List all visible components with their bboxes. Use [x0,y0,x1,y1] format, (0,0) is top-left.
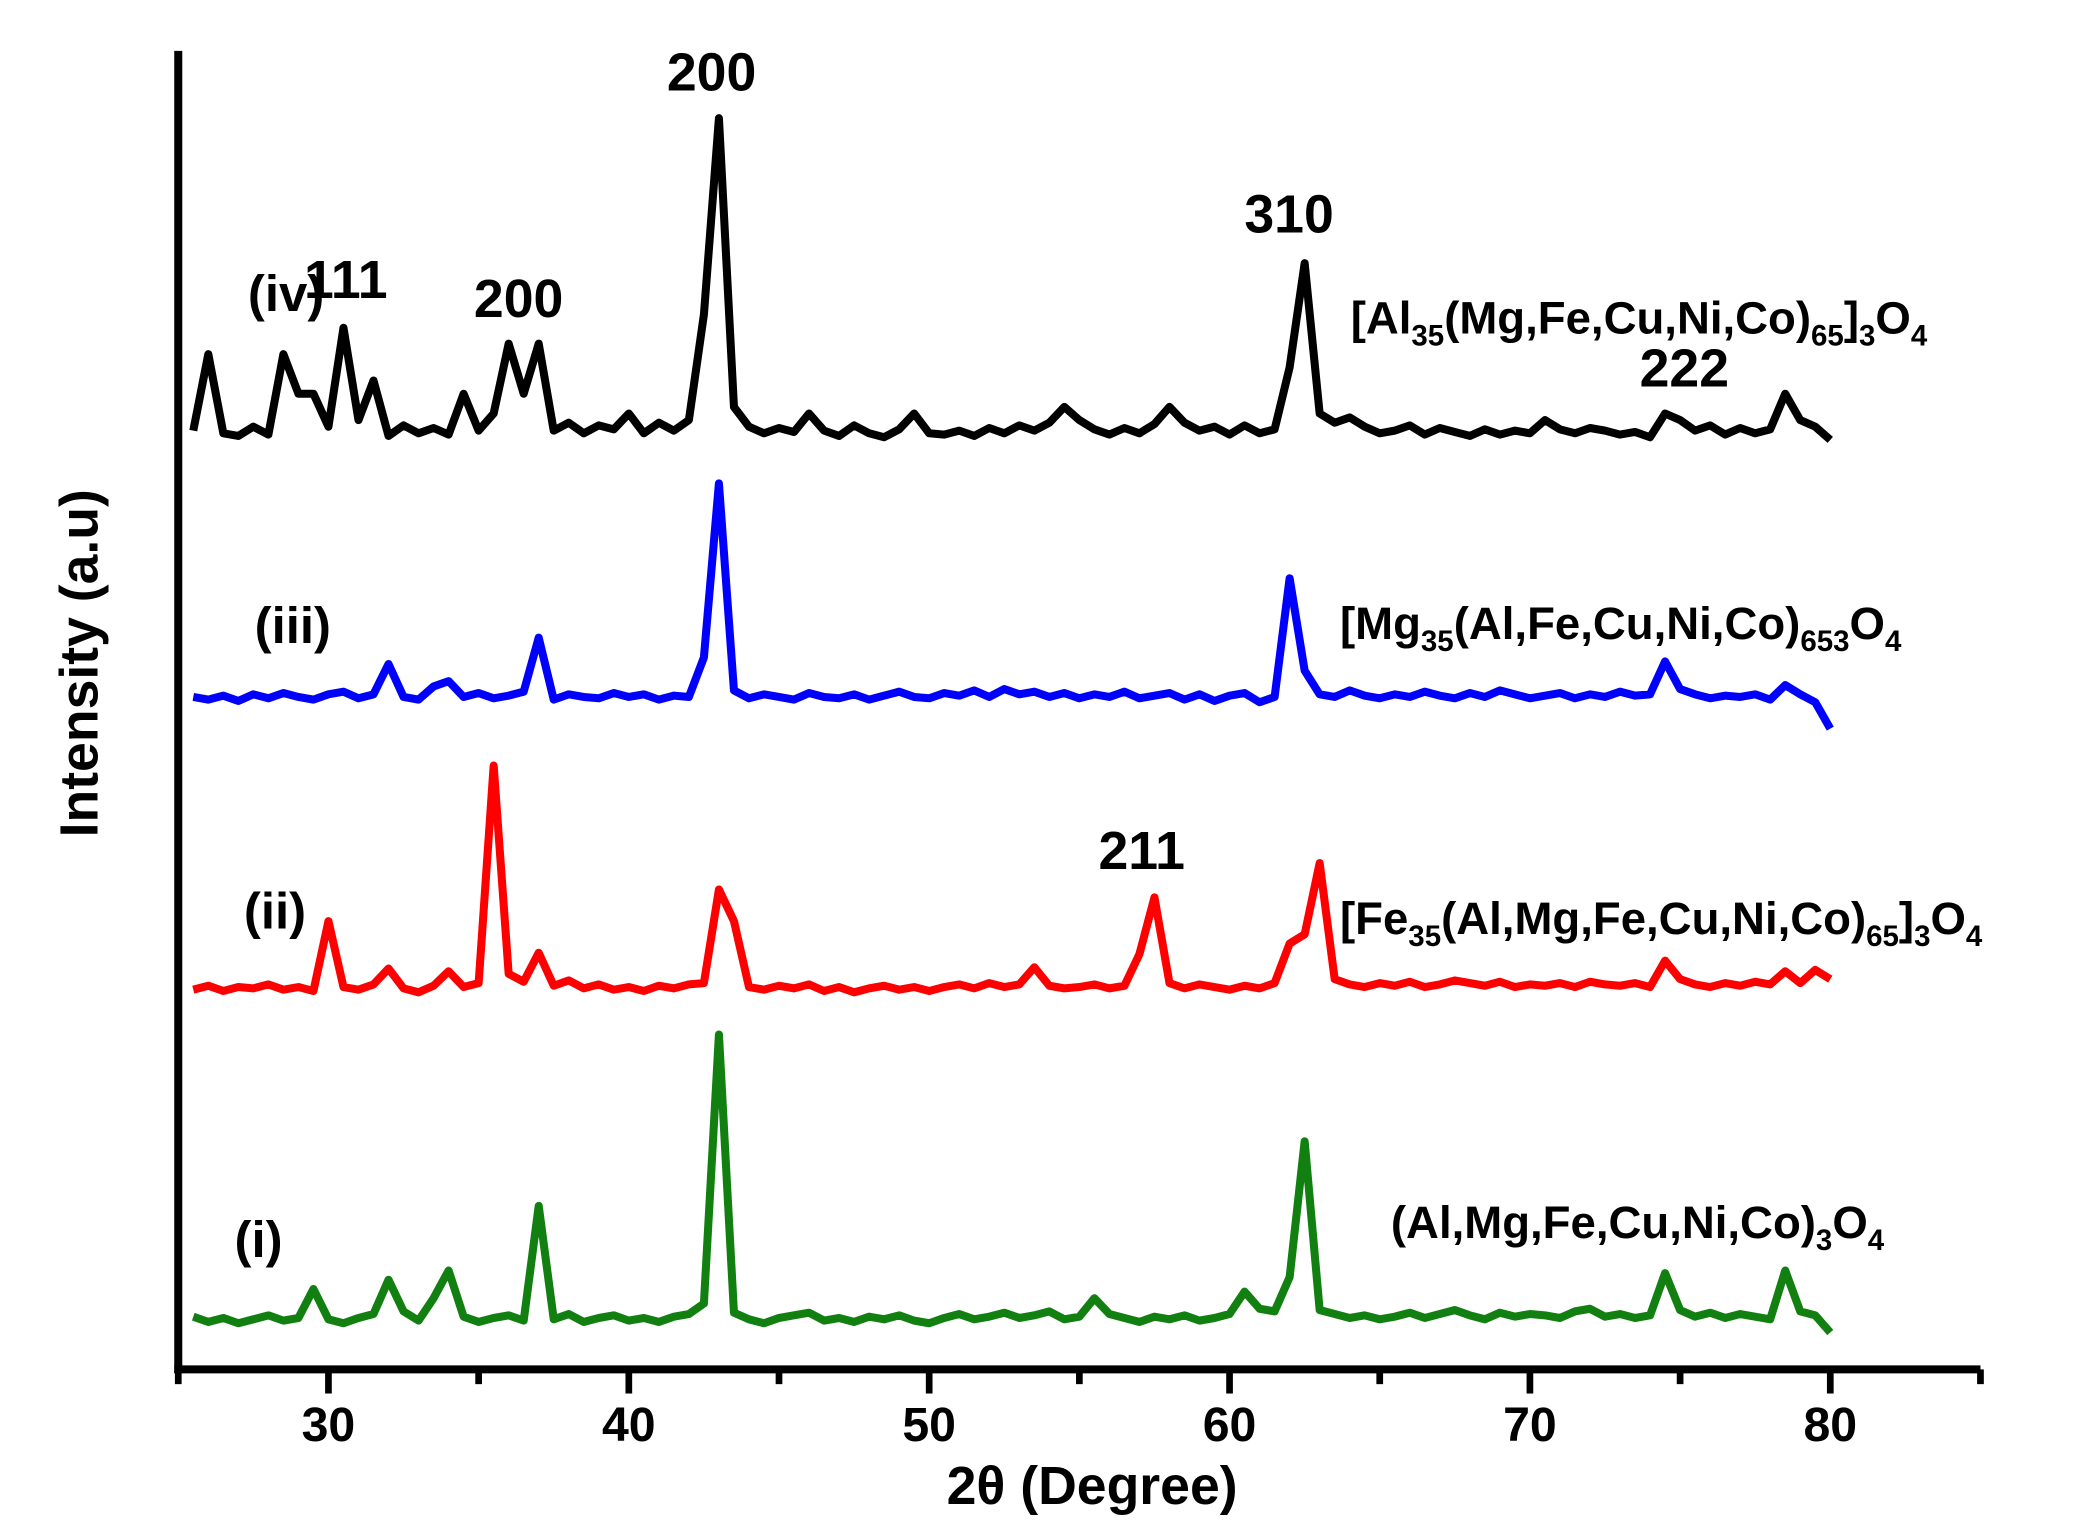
formula-subscript: 4 [1868,1224,1885,1257]
formula-text: O [1850,598,1885,649]
series-line [191,1030,1834,1336]
series-line [192,761,1833,997]
formula-text: (Al,Fe,Cu,Ni,Co) [1454,598,1801,649]
series-label: (i) [235,1211,283,1268]
x-tick-label: 70 [1503,1398,1557,1452]
formula-text: [Mg [1340,598,1421,649]
x-tick-label: 30 [302,1398,356,1452]
formula-subscript: 4 [1966,920,1983,953]
series-formula: (Al,Mg,Fe,Cu,Ni,Co)3O4 [1391,1197,1885,1257]
formula-text: (Mg,Fe,Cu,Ni,Co) [1444,293,1811,344]
series-label: (iv) [248,265,324,322]
formula-subscript: 4 [1885,625,1902,658]
formula-subscript: 35 [1408,920,1441,953]
series-label: (iii) [255,597,331,654]
series-formula: [Fe35(Al,Mg,Fe,Cu,Ni,Co)65]3O4 [1340,893,1983,953]
formula-subscript: 35 [1421,625,1454,658]
formula-text: (Al,Mg,Fe,Cu,Ni,Co) [1391,1197,1816,1248]
series-line [189,114,1833,443]
formula-subscript: 3 [1816,1224,1832,1257]
peak-annotation: 200 [474,269,563,329]
formula-subscript: 35 [1411,319,1444,352]
peak-annotation: 111 [304,250,387,310]
peak-annotation: 222 [1640,339,1729,399]
peak-annotation: 310 [1244,185,1333,245]
formula-text: ] [1844,293,1859,344]
series-formula: [Mg35(Al,Fe,Cu,Ni,Co)653O4 [1340,598,1902,658]
formula-text: ] [1899,893,1914,944]
peak-annotation: 211 [1098,821,1184,881]
x-tick-label: 40 [602,1398,656,1452]
x-tick-label: 50 [902,1398,956,1452]
formula-text: [Fe [1340,893,1408,944]
peak-annotation: 200 [667,43,756,103]
formula-text: O [1875,293,1910,344]
formula-text: O [1832,1197,1867,1248]
formula-subscript: 3 [1914,920,1930,953]
formula-text: [Al [1351,293,1412,344]
series-formula: [Al35(Mg,Fe,Cu,Ni,Co)65]3O4 [1351,293,1928,353]
x-tick-label: 80 [1803,1398,1857,1452]
series-line [192,479,1834,731]
formula-text: (Al,Mg,Fe,Cu,Ni,Co) [1441,893,1866,944]
x-tick-label: 60 [1203,1398,1257,1452]
formula-subscript: 3 [1859,319,1875,352]
formula-subscript: 4 [1911,319,1928,352]
formula-subscript: 65 [1866,920,1899,953]
formula-text: O [1930,893,1965,944]
y-axis-label: Intensity (a.u) [49,489,109,837]
formula-subscript: 653 [1800,625,1849,658]
x-axis-label: 2θ (Degree) [947,1456,1238,1516]
series-label: (ii) [244,883,306,940]
formula-subscript: 65 [1811,319,1844,352]
